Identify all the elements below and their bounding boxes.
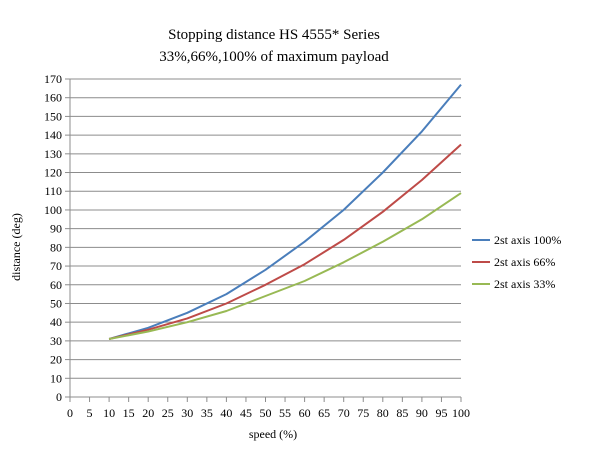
- legend-label-0: 2st axis 100%: [494, 233, 561, 247]
- legend-label-2: 2st axis 33%: [494, 277, 555, 291]
- x-tick-label: 30: [181, 406, 193, 420]
- x-tick-label: 10: [103, 406, 115, 420]
- x-tick-label: 5: [87, 406, 93, 420]
- y-tick-label: 0: [56, 390, 62, 404]
- y-tick-label: 10: [50, 371, 62, 385]
- y-tick-label: 140: [44, 128, 62, 142]
- chart-title: Stopping distance HS 4555* Series: [168, 27, 380, 43]
- y-tick-label: 110: [44, 184, 62, 198]
- series-line-2: [108, 192, 462, 340]
- x-tick-label: 35: [201, 406, 213, 420]
- x-tick-label: 65: [318, 406, 330, 420]
- axes: [65, 78, 462, 402]
- y-tick-label: 40: [50, 315, 62, 329]
- x-tick-label: 100: [452, 406, 470, 420]
- x-tick-label: 40: [220, 406, 232, 420]
- x-tick-label: 25: [162, 406, 174, 420]
- x-tick-label: 60: [299, 406, 311, 420]
- y-axis-label: distance (deg): [9, 213, 23, 281]
- y-tick-label: 160: [44, 91, 62, 105]
- series-lines: [108, 83, 462, 340]
- y-tick-labels: 0 10 20 30 40 50 60 70 80 90 100 110 120 130 140 150 160…: [44, 72, 62, 404]
- series-line-0: [108, 83, 462, 340]
- y-tick-label: 150: [44, 109, 62, 123]
- y-tick-label: 70: [50, 259, 62, 273]
- y-tick-label: 90: [50, 222, 62, 236]
- x-tick-label: 55: [279, 406, 291, 420]
- chart-subtitle: 33%,66%,100% of maximum payload: [159, 49, 389, 65]
- y-tick-label: 80: [50, 240, 62, 254]
- y-tick-label: 100: [44, 203, 62, 217]
- x-tick-label: 75: [357, 406, 369, 420]
- y-tick-label: 170: [44, 72, 62, 86]
- y-tick-label: 120: [44, 166, 62, 180]
- x-axis-label: speed (%): [249, 427, 297, 441]
- series-line-1: [108, 143, 462, 340]
- legend: 2st axis 100% 2st axis 66% 2st axis 33%: [472, 233, 561, 291]
- x-tick-label: 90: [416, 406, 428, 420]
- x-tick-label: 85: [396, 406, 408, 420]
- y-tick-label: 20: [50, 353, 62, 367]
- x-tick-labels: 0 5 10 15 20 25 30 35 40 45 50 55 60 65 70 75 80 85 90 95 10…: [67, 406, 470, 420]
- x-tick-label: 80: [377, 406, 389, 420]
- y-tick-label: 130: [44, 147, 62, 161]
- x-tick-label: 95: [435, 406, 447, 420]
- x-tick-label: 70: [338, 406, 350, 420]
- x-tick-label: 20: [142, 406, 154, 420]
- x-tick-label: 15: [123, 406, 135, 420]
- x-tick-label: 50: [260, 406, 272, 420]
- legend-label-1: 2st axis 66%: [494, 255, 555, 269]
- x-tick-label: 45: [240, 406, 252, 420]
- x-tick-label: 0: [67, 406, 73, 420]
- y-tick-label: 50: [50, 296, 62, 310]
- y-tick-label: 60: [50, 278, 62, 292]
- y-tick-label: 30: [50, 334, 62, 348]
